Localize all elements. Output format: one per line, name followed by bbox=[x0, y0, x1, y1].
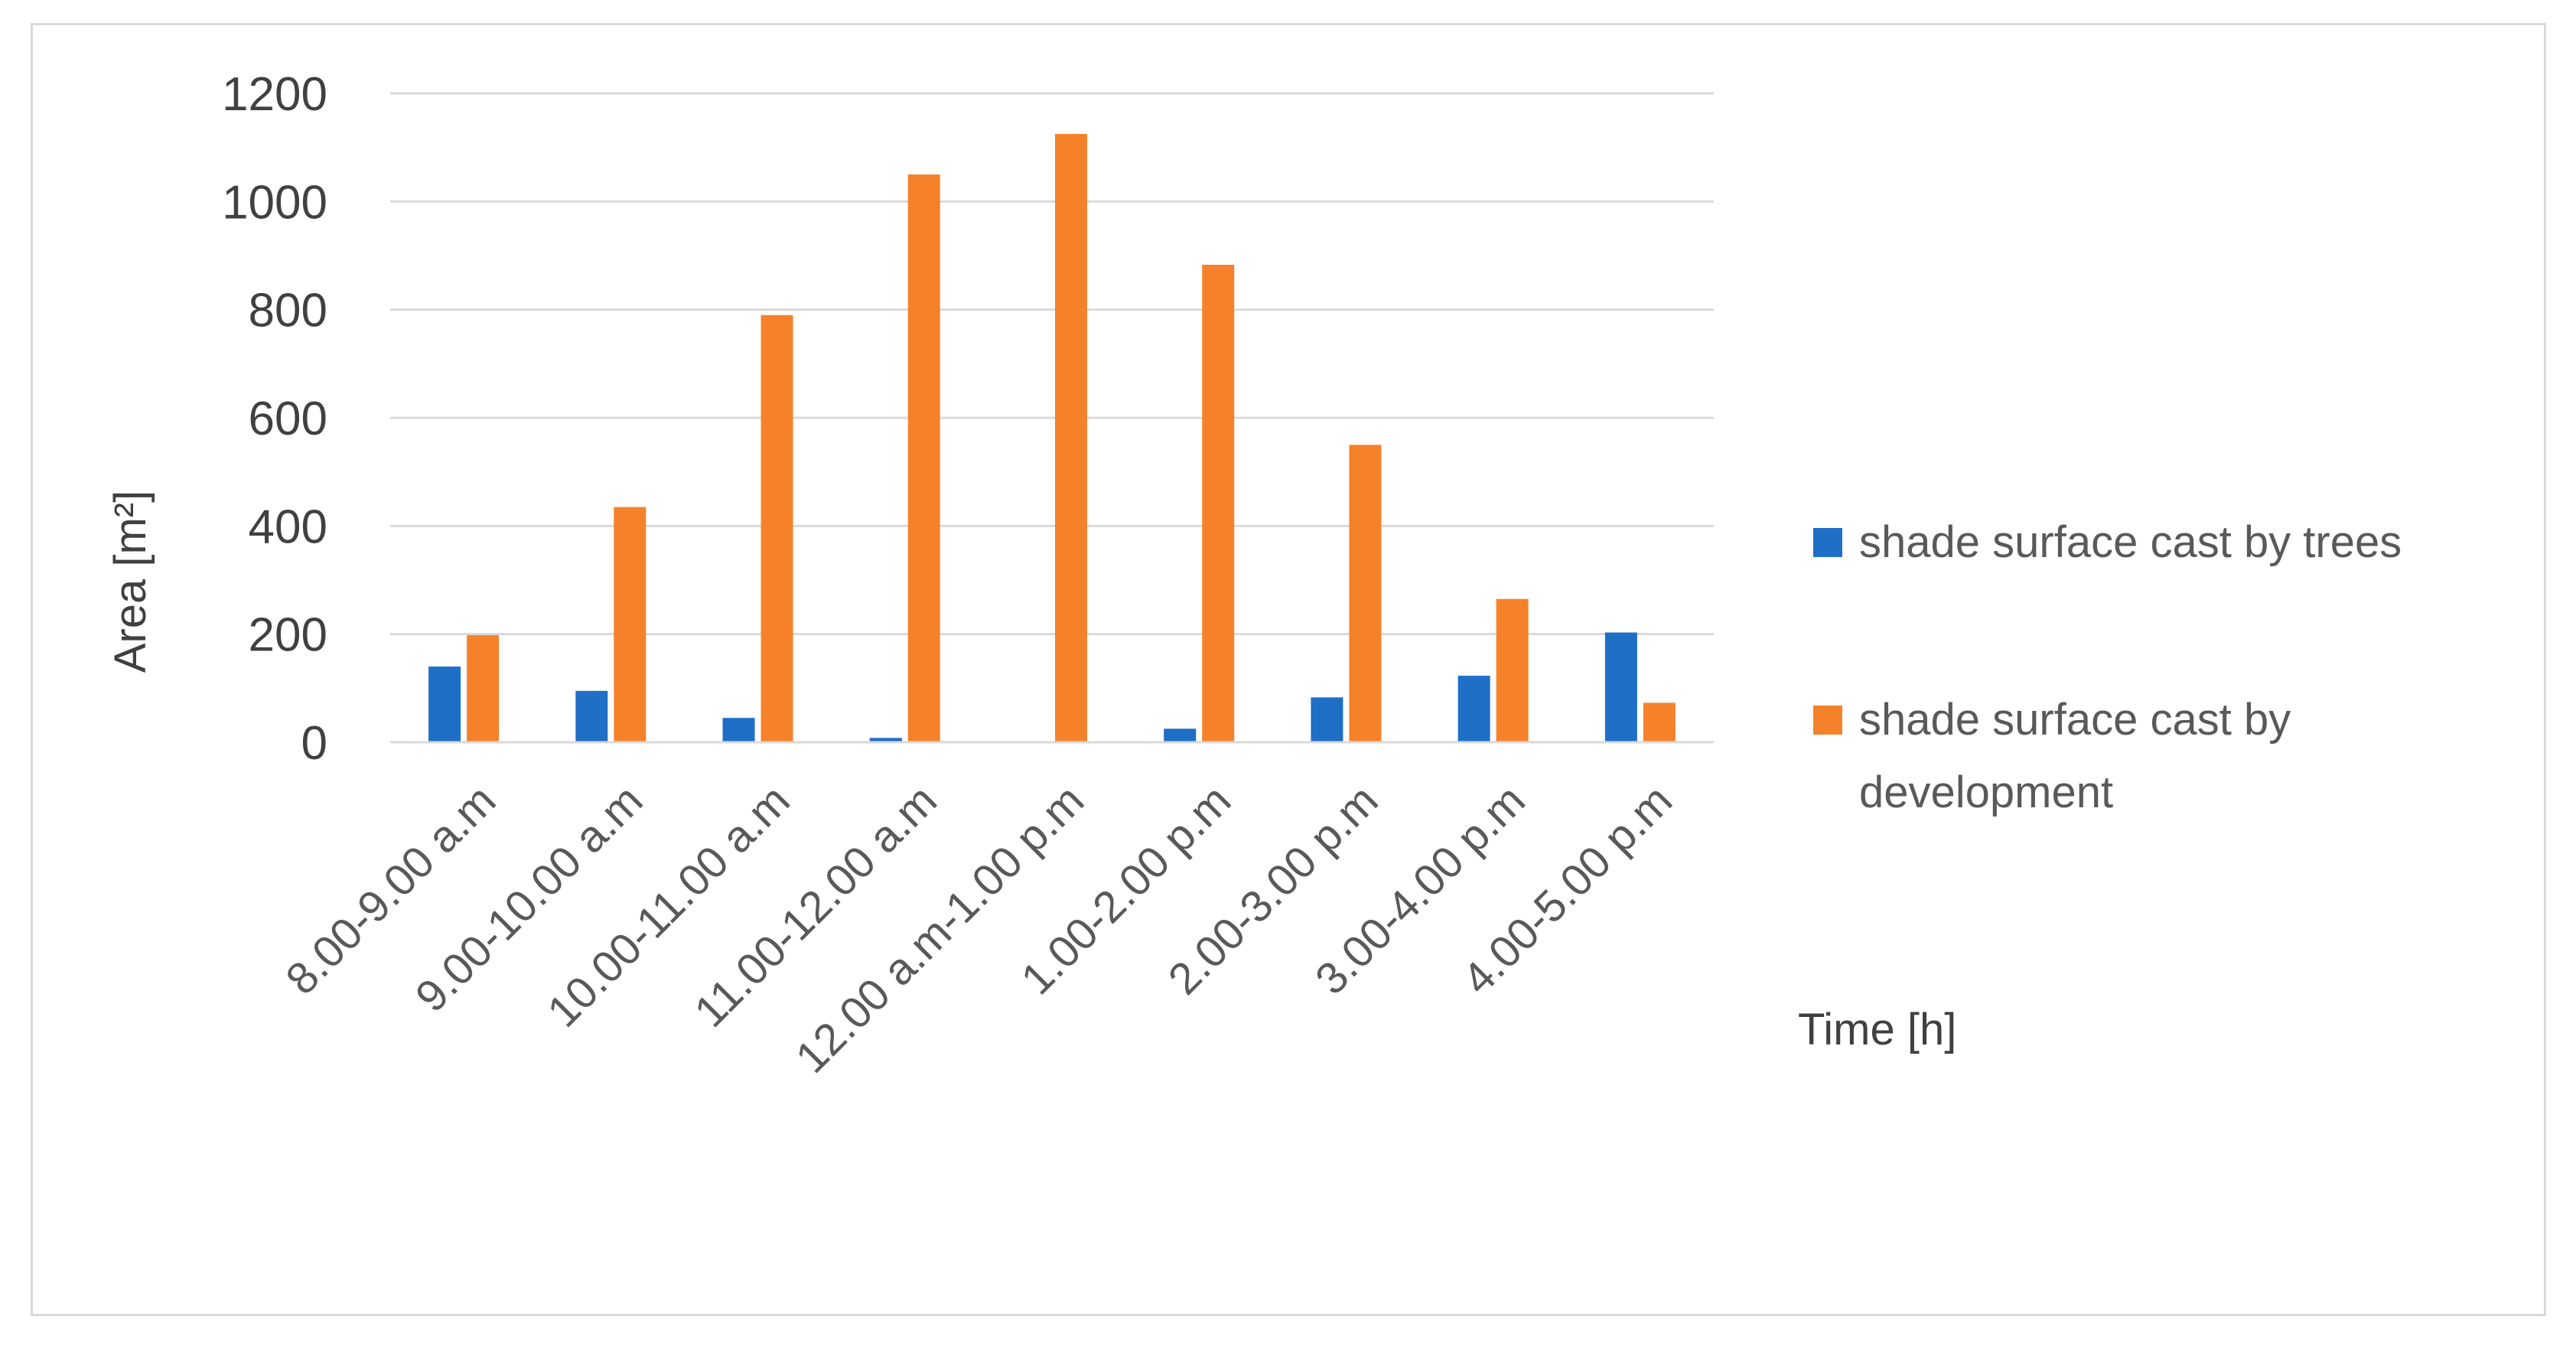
legend: shade surface cast by trees shade surfac… bbox=[1813, 517, 2402, 817]
y-tick-label: 1000 bbox=[222, 176, 327, 229]
bar-trees bbox=[1457, 676, 1490, 742]
y-tick-label: 200 bbox=[249, 609, 327, 662]
legend-swatch-development bbox=[1813, 706, 1842, 735]
gridlines bbox=[390, 92, 1714, 636]
bar-development bbox=[1202, 265, 1235, 743]
bar-development bbox=[1496, 598, 1529, 742]
bar-development bbox=[1643, 702, 1676, 742]
bar-trees bbox=[575, 690, 608, 742]
x-axis-title: Time [h] bbox=[1798, 1005, 1956, 1054]
bar-development bbox=[614, 507, 646, 742]
y-axis-title: Area [m²] bbox=[106, 490, 155, 673]
bar-development bbox=[467, 635, 500, 742]
bar-trees bbox=[428, 666, 461, 742]
x-axis-categories: 8.00-9.00 a.m9.00-10.00 a.m10.00-11.00 a… bbox=[276, 775, 1682, 1083]
bar-development bbox=[907, 174, 940, 742]
bar-development bbox=[1055, 134, 1087, 742]
y-tick-label: 1200 bbox=[222, 68, 327, 121]
y-tick-label: 800 bbox=[249, 285, 327, 337]
y-tick-label: 400 bbox=[249, 500, 327, 553]
y-tick-label: 0 bbox=[301, 717, 327, 770]
bar-trees bbox=[1604, 632, 1637, 742]
y-tick-label: 600 bbox=[249, 393, 327, 445]
bar-trees bbox=[722, 718, 755, 742]
bar-trees bbox=[1311, 697, 1343, 742]
bars bbox=[428, 134, 1676, 743]
legend-label-trees: shade surface cast by trees bbox=[1859, 517, 2402, 567]
legend-swatch-trees bbox=[1813, 528, 1842, 557]
bar-development bbox=[1349, 445, 1382, 742]
bar-trees bbox=[1164, 728, 1197, 742]
bar-trees bbox=[869, 738, 902, 742]
legend-label-development: shade surface cast by development bbox=[1859, 695, 2303, 817]
x-category-label: 12.00 a.m-1.00 p.m bbox=[786, 775, 1094, 1083]
y-axis-ticks: 0 200 400 600 800 1000 1200 bbox=[222, 68, 327, 770]
bar-development bbox=[760, 315, 793, 742]
